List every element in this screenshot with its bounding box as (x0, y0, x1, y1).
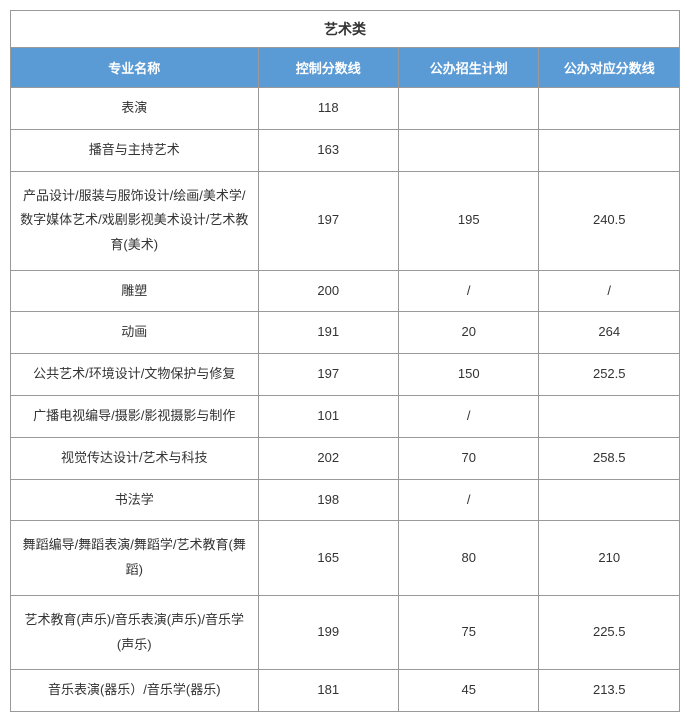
cell-plan: 75 (399, 595, 539, 669)
col-header-control-line: 控制分数线 (258, 48, 398, 88)
table-title-row: 艺术类 (11, 11, 680, 48)
cell-major: 产品设计/服装与服饰设计/绘画/美术学/数字媒体艺术/戏剧影视美术设计/艺术教育… (11, 171, 259, 270)
cell-control-line: 199 (258, 595, 398, 669)
col-header-major: 专业名称 (11, 48, 259, 88)
cell-score: 258.5 (539, 437, 680, 479)
cell-major: 广播电视编导/摄影/影视摄影与制作 (11, 396, 259, 438)
col-header-plan: 公办招生计划 (399, 48, 539, 88)
cell-score: 225.5 (539, 595, 680, 669)
cell-score: / (539, 270, 680, 312)
cell-control-line: 197 (258, 354, 398, 396)
cell-control-line: 118 (258, 88, 398, 130)
cell-plan: 20 (399, 312, 539, 354)
cell-score: 252.5 (539, 354, 680, 396)
cell-major: 音乐表演(器乐）/音乐学(器乐) (11, 670, 259, 712)
cell-major: 艺术教育(声乐)/音乐表演(声乐)/音乐学(声乐) (11, 595, 259, 669)
cell-plan: 150 (399, 354, 539, 396)
cell-major: 视觉传达设计/艺术与科技 (11, 437, 259, 479)
cell-plan (399, 88, 539, 130)
cell-plan: / (399, 396, 539, 438)
cell-score: 264 (539, 312, 680, 354)
cell-score (539, 88, 680, 130)
cell-control-line: 202 (258, 437, 398, 479)
table-row: 播音与主持艺术163 (11, 129, 680, 171)
cell-score (539, 129, 680, 171)
admission-table: 艺术类 专业名称 控制分数线 公办招生计划 公办对应分数线 表演118播音与主持… (10, 10, 680, 712)
table-row: 表演118 (11, 88, 680, 130)
table-header-row: 专业名称 控制分数线 公办招生计划 公办对应分数线 (11, 48, 680, 88)
cell-control-line: 198 (258, 479, 398, 521)
cell-score: 240.5 (539, 171, 680, 270)
cell-major: 表演 (11, 88, 259, 130)
cell-score: 210 (539, 521, 680, 595)
cell-plan: / (399, 270, 539, 312)
table-row: 广播电视编导/摄影/影视摄影与制作101/ (11, 396, 680, 438)
table-title: 艺术类 (11, 11, 680, 48)
cell-score (539, 396, 680, 438)
table-row: 艺术教育(声乐)/音乐表演(声乐)/音乐学(声乐)19975225.5 (11, 595, 680, 669)
cell-major: 播音与主持艺术 (11, 129, 259, 171)
table-row: 动画19120264 (11, 312, 680, 354)
table-body: 表演118播音与主持艺术163产品设计/服装与服饰设计/绘画/美术学/数字媒体艺… (11, 88, 680, 712)
cell-plan: 45 (399, 670, 539, 712)
table-row: 音乐表演(器乐）/音乐学(器乐)18145213.5 (11, 670, 680, 712)
cell-plan: 80 (399, 521, 539, 595)
cell-plan: 195 (399, 171, 539, 270)
table-row: 视觉传达设计/艺术与科技20270258.5 (11, 437, 680, 479)
table-row: 舞蹈编导/舞蹈表演/舞蹈学/艺术教育(舞蹈)16580210 (11, 521, 680, 595)
cell-major: 舞蹈编导/舞蹈表演/舞蹈学/艺术教育(舞蹈) (11, 521, 259, 595)
table-row: 雕塑200// (11, 270, 680, 312)
cell-control-line: 181 (258, 670, 398, 712)
col-header-score: 公办对应分数线 (539, 48, 680, 88)
table-row: 产品设计/服装与服饰设计/绘画/美术学/数字媒体艺术/戏剧影视美术设计/艺术教育… (11, 171, 680, 270)
cell-control-line: 163 (258, 129, 398, 171)
cell-major: 雕塑 (11, 270, 259, 312)
cell-plan (399, 129, 539, 171)
table-row: 公共艺术/环境设计/文物保护与修复197150252.5 (11, 354, 680, 396)
cell-plan: 70 (399, 437, 539, 479)
cell-control-line: 165 (258, 521, 398, 595)
cell-major: 动画 (11, 312, 259, 354)
cell-control-line: 191 (258, 312, 398, 354)
cell-major: 公共艺术/环境设计/文物保护与修复 (11, 354, 259, 396)
cell-control-line: 200 (258, 270, 398, 312)
cell-plan: / (399, 479, 539, 521)
cell-control-line: 101 (258, 396, 398, 438)
cell-major: 书法学 (11, 479, 259, 521)
cell-score (539, 479, 680, 521)
cell-score: 213.5 (539, 670, 680, 712)
table-row: 书法学198/ (11, 479, 680, 521)
cell-control-line: 197 (258, 171, 398, 270)
admission-table-container: 艺术类 专业名称 控制分数线 公办招生计划 公办对应分数线 表演118播音与主持… (10, 10, 680, 712)
